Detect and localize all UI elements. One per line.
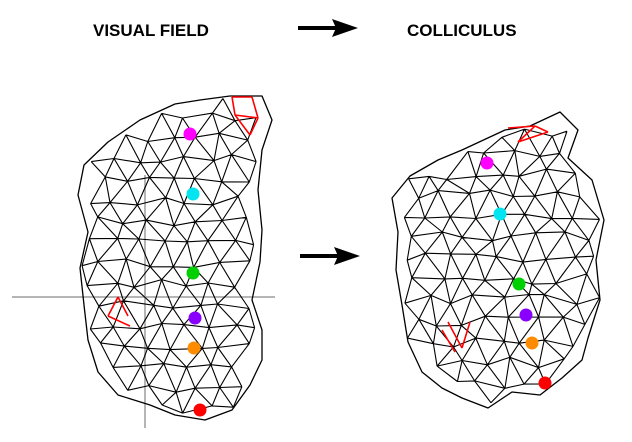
- purple-marker: [188, 311, 202, 325]
- magenta-marker: [183, 127, 197, 141]
- visual-field-title: VISUAL FIELD: [93, 21, 209, 40]
- purple-marker: [519, 308, 533, 322]
- cyan-marker: [186, 187, 200, 201]
- orange-marker: [187, 341, 201, 355]
- highlighted-edges: [441, 125, 549, 353]
- colliculus-title: COLLICULUS: [407, 21, 517, 40]
- red-marker: [538, 376, 552, 390]
- magenta-marker: [480, 156, 494, 170]
- right-arrow-icon: [300, 247, 360, 265]
- red-marker: [193, 403, 207, 417]
- colliculus-mesh: [391, 111, 605, 409]
- green-marker: [186, 266, 200, 280]
- right-arrow-icon: [298, 19, 358, 37]
- visual-field-mesh: [12, 95, 275, 428]
- green-marker: [512, 277, 526, 291]
- orange-marker: [525, 336, 539, 350]
- highlighted-edges: [107, 96, 259, 327]
- cyan-marker: [493, 207, 507, 221]
